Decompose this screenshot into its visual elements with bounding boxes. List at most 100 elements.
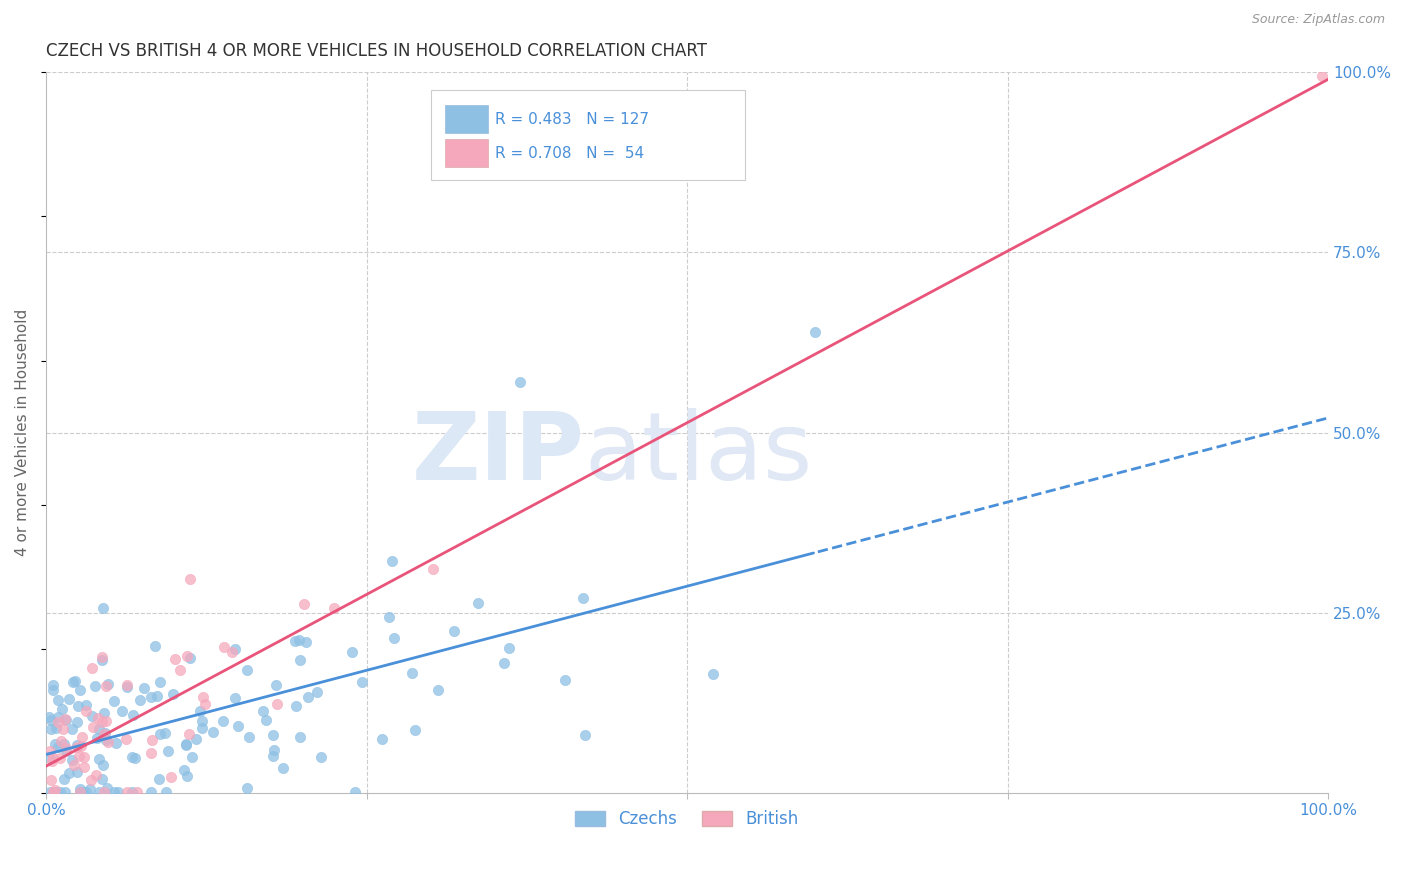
Point [69,785,91,799]
Point [52,772,75,786]
Point [46,693,69,707]
Point [60,722,83,736]
Point [572,591,595,606]
Point [176,648,198,663]
Point [378,609,401,624]
Point [46,715,69,730]
Point [307,685,329,699]
Point [91,600,114,615]
Point [117,681,139,695]
Point [87,785,110,799]
Point [55,741,77,756]
Point [254,713,277,727]
Point [66,765,89,780]
Point [236,663,259,677]
Point [46,710,69,724]
Point [60,753,83,767]
Point [1310,69,1333,83]
Point [96,781,118,796]
Point [467,596,489,610]
Point [262,748,284,763]
Point [70,730,93,744]
Point [75,698,97,712]
Point [141,732,163,747]
Text: CZECH VS BRITISH 4 OR MORE VEHICLES IN HOUSEHOLD CORRELATION CHART: CZECH VS BRITISH 4 OR MORE VEHICLES IN H… [46,42,707,60]
Point [105,736,128,750]
Point [121,785,143,799]
Point [179,650,201,665]
Y-axis label: 4 or more Vehicles in Household: 4 or more Vehicles in Household [15,309,30,557]
Point [93,706,115,721]
Point [42,784,65,798]
Point [66,740,89,755]
Point [115,678,138,692]
Point [554,673,576,687]
Point [224,641,246,656]
Text: R = 0.483   N = 127: R = 0.483 N = 127 [495,112,648,127]
Point [443,624,465,638]
Point [121,750,143,764]
Point [350,674,373,689]
Point [107,785,129,799]
Point [39,785,62,799]
Point [44,783,66,797]
Point [404,723,426,738]
Point [224,691,246,706]
Point [93,758,115,772]
Point [173,763,195,777]
FancyBboxPatch shape [444,105,488,133]
Point [226,719,249,733]
Point [73,749,96,764]
Point [96,733,118,747]
Point [149,727,172,741]
Point [194,697,217,711]
Point [66,699,89,714]
Point [80,709,103,723]
Point [75,785,97,799]
Point [46,739,69,754]
Point [160,770,183,784]
Point [128,692,150,706]
Point [381,553,404,567]
Point [39,713,62,727]
Point [271,761,294,775]
Point [82,661,104,675]
Point [90,772,112,786]
FancyBboxPatch shape [444,139,488,168]
Text: R = 0.708   N =  54: R = 0.708 N = 54 [495,146,644,161]
Point [69,683,91,698]
Point [288,730,311,744]
Point [382,632,405,646]
Point [262,728,284,742]
Point [41,722,63,736]
Point [45,785,67,799]
Point [186,732,208,747]
Point [49,750,72,764]
Point [236,780,259,795]
Point [93,785,115,799]
Point [148,772,170,786]
Point [401,665,423,680]
Point [42,750,65,764]
Point [91,715,114,730]
Point [97,676,120,690]
Point [67,749,90,764]
Point [52,722,75,736]
Point [191,690,214,705]
Point [82,720,104,734]
Point [290,653,312,667]
Point [176,737,198,751]
Point [238,730,260,744]
Point [103,785,125,799]
Point [86,731,108,745]
Point [155,726,177,740]
Point [90,652,112,666]
Point [309,749,332,764]
Point [51,702,73,716]
Point [55,713,77,727]
Point [492,656,515,670]
Point [297,690,319,704]
Point [574,728,596,742]
Point [252,705,274,719]
Point [44,737,66,751]
